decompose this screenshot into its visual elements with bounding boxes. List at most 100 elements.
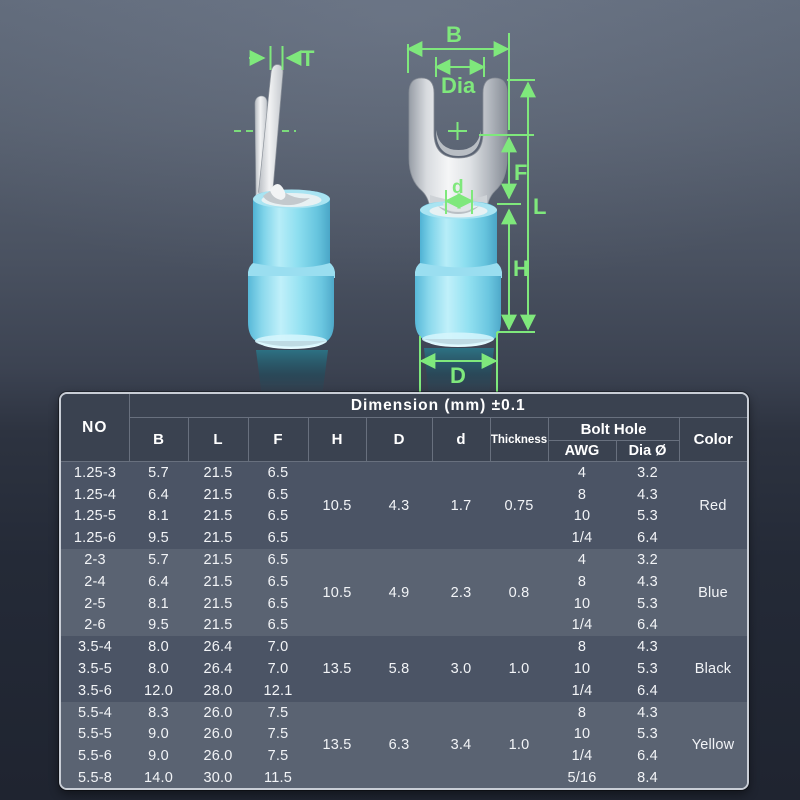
cell-f: 6.5	[248, 483, 308, 506]
cell-no: 5.5-8	[61, 767, 129, 788]
cell-dia: 4.3	[616, 636, 679, 659]
cell-color-merged: Black	[679, 636, 747, 702]
cell-awg: 1/4	[548, 679, 616, 702]
header-f: F	[247, 417, 309, 462]
cell-color-merged: Blue	[679, 549, 747, 637]
table-row: 2-6 9.5 21.5 6.5 1/4 6.4	[61, 614, 747, 637]
cell-f: 6.5	[248, 505, 308, 528]
cell-dsmall-merged: 3.0	[432, 636, 490, 702]
dim-label-d-small: d	[452, 177, 464, 198]
dim-label-h: H	[513, 256, 529, 281]
cell-b: 8.0	[129, 658, 188, 680]
cell-b: 9.5	[129, 614, 188, 637]
cell-dsmall-merged: 2.3	[432, 549, 490, 637]
cell-no: 5.5-6	[61, 745, 129, 768]
table-row: 3.5-6 12.0 28.0 12.1 1/4 6.4	[61, 679, 747, 702]
cell-awg: 10	[548, 592, 616, 615]
cell-dia: 3.2	[616, 461, 679, 484]
table-row: 1.25-6 9.5 21.5 6.5 1/4 6.4	[61, 527, 747, 550]
cell-b: 5.7	[129, 461, 188, 484]
header-l: L	[187, 417, 249, 462]
cell-awg: 1/4	[548, 527, 616, 550]
cell-l: 21.5	[188, 592, 248, 615]
cell-no: 2-6	[61, 614, 129, 637]
cell-no: 3.5-5	[61, 658, 129, 680]
cell-awg: 4	[548, 549, 616, 571]
cell-thickness-merged: 1.0	[490, 636, 548, 702]
header-dia: Dia Ø	[615, 440, 680, 462]
cell-dsmall-merged: 1.7	[432, 461, 490, 550]
cell-b: 8.1	[129, 592, 188, 615]
cell-b: 9.0	[129, 745, 188, 768]
cell-d-merged: 4.9	[366, 549, 432, 637]
cell-f: 6.5	[248, 614, 308, 637]
header-h: H	[307, 417, 367, 462]
cell-dia: 4.3	[616, 701, 679, 724]
cell-dia: 8.4	[616, 767, 679, 788]
cell-dia: 5.3	[616, 723, 679, 746]
cell-thickness-merged: 1.0	[490, 701, 548, 788]
dim-label-d-outer: D	[450, 363, 466, 388]
left-terminal-illustration	[234, 64, 335, 397]
cell-h-merged: 13.5	[308, 701, 366, 788]
cell-thickness-merged: 0.8	[490, 549, 548, 637]
cell-b: 9.5	[129, 527, 188, 550]
cell-dia: 6.4	[616, 527, 679, 550]
cell-awg: 8	[548, 636, 616, 659]
table-row: 2-3 5.7 21.5 6.5 10.5 4.9 2.3 0.8 4 3.2 …	[61, 549, 747, 637]
table-row: 3.5-5 8.0 26.4 7.0 10 5.3	[61, 658, 747, 680]
table-row: 5.5-6 9.0 26.0 7.5 1/4 6.4	[61, 745, 747, 768]
cell-dia: 3.2	[616, 549, 679, 571]
cell-awg: 10	[548, 723, 616, 746]
table-row: 5.5-5 9.0 26.0 7.5 10 5.3	[61, 723, 747, 746]
spec-table: NO Dimension (mm) ±0.1 B L F H D d Thick…	[61, 394, 747, 788]
cell-h-merged: 10.5	[308, 549, 366, 637]
header-bolt-hole: Bolt Hole	[547, 417, 680, 441]
cell-f: 6.5	[248, 461, 308, 484]
cell-b: 6.4	[129, 570, 188, 593]
cell-d-merged: 5.8	[366, 636, 432, 702]
cell-dsmall-merged: 3.4	[432, 701, 490, 788]
cell-f: 6.5	[248, 549, 308, 571]
cell-b: 6.4	[129, 483, 188, 506]
cell-b: 12.0	[129, 679, 188, 702]
cell-color-merged: Red	[679, 461, 747, 550]
header-d-small: d	[431, 417, 491, 462]
cell-dia: 5.3	[616, 592, 679, 615]
cell-f: 11.5	[248, 767, 308, 788]
header-b: B	[128, 417, 189, 462]
cell-awg: 1/4	[548, 745, 616, 768]
cell-l: 21.5	[188, 483, 248, 506]
header-dimension: Dimension (mm) ±0.1	[128, 394, 747, 418]
cell-f: 7.0	[248, 636, 308, 659]
cell-h-merged: 10.5	[308, 461, 366, 550]
cell-b: 5.7	[129, 549, 188, 571]
cell-b: 14.0	[129, 767, 188, 788]
dim-t-annotation	[249, 46, 302, 70]
header-no: NO	[61, 394, 130, 462]
table-row: 5.5-4 8.3 26.0 7.5 13.5 6.3 3.4 1.0 8 4.…	[61, 701, 747, 788]
header-d-big: D	[365, 417, 433, 462]
cell-b: 8.0	[129, 636, 188, 659]
dim-label-b: B	[446, 22, 462, 47]
cell-f: 6.5	[248, 592, 308, 615]
cell-no: 1.25-3	[61, 461, 129, 484]
cell-l: 26.0	[188, 745, 248, 768]
dim-lines	[406, 33, 536, 392]
cell-color-merged: Yellow	[679, 701, 747, 788]
cell-f: 7.5	[248, 701, 308, 724]
cell-h-merged: 13.5	[308, 636, 366, 702]
table-row: 1.25-4 6.4 21.5 6.5 8 4.3	[61, 483, 747, 506]
cell-l: 21.5	[188, 505, 248, 528]
cell-awg: 5/16	[548, 767, 616, 788]
cell-no: 2-5	[61, 592, 129, 615]
cell-no: 3.5-4	[61, 636, 129, 659]
cell-dia: 4.3	[616, 483, 679, 506]
header-awg: AWG	[547, 440, 617, 462]
cell-no: 3.5-6	[61, 679, 129, 702]
header-color: Color	[678, 417, 747, 462]
cell-awg: 8	[548, 701, 616, 724]
cell-no: 5.5-4	[61, 701, 129, 724]
cell-no: 1.25-6	[61, 527, 129, 550]
cell-no: 1.25-4	[61, 483, 129, 506]
